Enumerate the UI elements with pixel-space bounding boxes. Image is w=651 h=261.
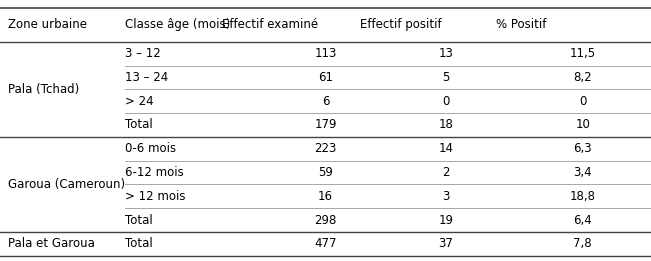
Text: 14: 14 <box>438 142 454 155</box>
Text: Pala et Garoua: Pala et Garoua <box>8 238 94 250</box>
Text: > 12 mois: > 12 mois <box>125 190 186 203</box>
Text: Total: Total <box>125 238 153 250</box>
Text: % Positif: % Positif <box>495 18 546 31</box>
Text: 223: 223 <box>314 142 337 155</box>
Text: 113: 113 <box>314 47 337 60</box>
Text: 3: 3 <box>442 190 450 203</box>
Text: 18,8: 18,8 <box>570 190 596 203</box>
Text: 16: 16 <box>318 190 333 203</box>
Text: 13: 13 <box>439 47 453 60</box>
Text: 3 – 12: 3 – 12 <box>125 47 161 60</box>
Text: Total: Total <box>125 213 153 227</box>
Text: Effectif positif: Effectif positif <box>359 18 441 31</box>
Text: 298: 298 <box>314 213 337 227</box>
Text: 11,5: 11,5 <box>570 47 596 60</box>
Text: Pala (Tchad): Pala (Tchad) <box>8 83 79 96</box>
Text: 8,2: 8,2 <box>574 71 592 84</box>
Text: 61: 61 <box>318 71 333 84</box>
Text: Total: Total <box>125 118 153 132</box>
Text: 10: 10 <box>575 118 590 132</box>
Text: 0-6 mois: 0-6 mois <box>125 142 176 155</box>
Text: 19: 19 <box>438 213 454 227</box>
Text: 2: 2 <box>442 166 450 179</box>
Text: 7,8: 7,8 <box>574 238 592 250</box>
Text: 59: 59 <box>318 166 333 179</box>
Text: 6: 6 <box>322 95 329 108</box>
Text: > 24: > 24 <box>125 95 154 108</box>
Text: Zone urbaine: Zone urbaine <box>8 18 87 31</box>
Text: 37: 37 <box>439 238 453 250</box>
Text: 13 – 24: 13 – 24 <box>125 71 168 84</box>
Text: 6,4: 6,4 <box>574 213 592 227</box>
Text: 0: 0 <box>442 95 450 108</box>
Text: 6-12 mois: 6-12 mois <box>125 166 184 179</box>
Text: Garoua (Cameroun): Garoua (Cameroun) <box>8 178 125 191</box>
Text: 6,3: 6,3 <box>574 142 592 155</box>
Text: 477: 477 <box>314 238 337 250</box>
Text: Classe âge (mois): Classe âge (mois) <box>125 18 230 31</box>
Text: 0: 0 <box>579 95 587 108</box>
Text: 5: 5 <box>442 71 450 84</box>
Text: 3,4: 3,4 <box>574 166 592 179</box>
Text: 18: 18 <box>439 118 453 132</box>
Text: 179: 179 <box>314 118 337 132</box>
Text: Effectif examiné: Effectif examiné <box>222 18 318 31</box>
